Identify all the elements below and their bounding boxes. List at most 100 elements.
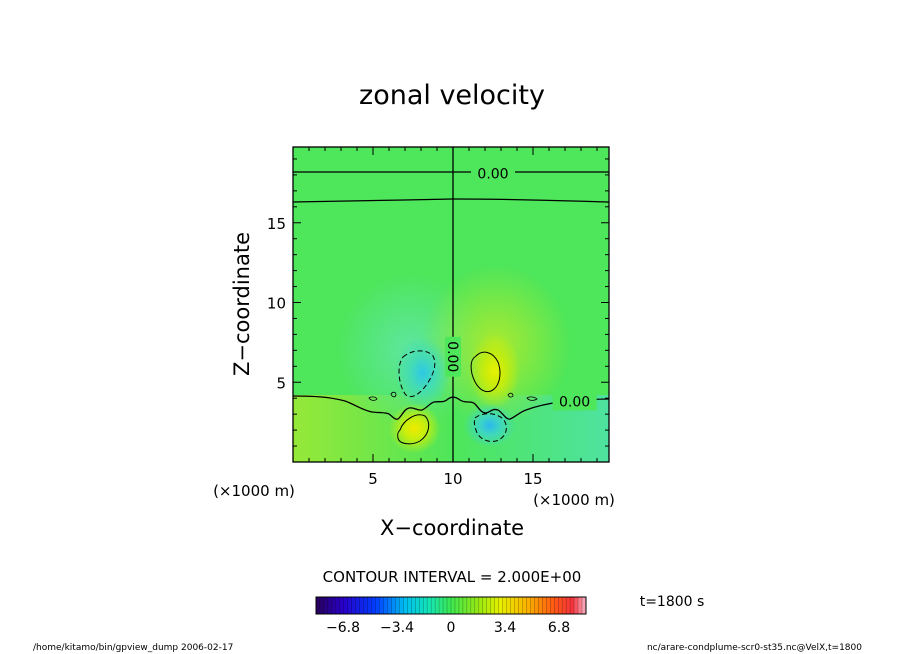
contour-small-right-1	[507, 392, 514, 398]
colorbar-cell	[566, 597, 571, 614]
y-tick-label: 15	[267, 215, 286, 233]
footer-left-text: /home/kitamo/bin/gpview_dump 2006-02-17	[33, 643, 233, 653]
x-tick-label: 10	[443, 470, 462, 488]
contour-small-right-2	[526, 396, 538, 401]
x-tick-label: 5	[368, 470, 378, 488]
colorbar-cell	[355, 597, 360, 614]
colorbar-cell	[387, 597, 392, 614]
colorbar-cell	[335, 597, 341, 614]
contour-interval-text: CONTOUR INTERVAL = 2.000E+00	[323, 568, 582, 586]
colorbar-cell	[451, 597, 456, 614]
colorbar-cell	[327, 597, 333, 614]
contour-label: 0.00	[559, 394, 590, 410]
colorbar-cell	[482, 597, 488, 614]
colorbar-cell	[518, 597, 523, 614]
colorbar-cell	[474, 597, 480, 614]
colorbar-cell	[379, 597, 384, 614]
colorbar-cell	[478, 597, 484, 614]
colorbar-cell	[323, 597, 329, 614]
colorbar-cell	[339, 597, 345, 614]
feature-blob-negative	[463, 403, 516, 448]
colorbar-tick-label: −6.8	[326, 620, 360, 636]
colorbar-cell	[502, 597, 507, 614]
colorbar-cell	[423, 597, 428, 614]
colorbar-frame	[315, 596, 587, 615]
contour-label-bg	[445, 336, 461, 377]
x-axis-title: X−coordinate	[380, 516, 524, 540]
colorbar-cell	[546, 597, 551, 614]
colorbar-cell	[526, 597, 531, 614]
colorbar-cell	[347, 597, 353, 614]
colorbar-cell	[351, 597, 357, 614]
colorbar-cell	[534, 597, 539, 614]
contour-label-bg	[471, 164, 515, 183]
y-tick-label: 10	[267, 295, 286, 313]
contour-pos-upper-right	[470, 351, 501, 393]
x-axis-unit: (×1000 m)	[533, 491, 615, 509]
contour-small-left-1	[368, 396, 378, 401]
plot-frame	[292, 146, 610, 463]
colorbar-cell	[375, 597, 380, 614]
feature-blob-positive	[468, 333, 521, 410]
colorbar-cell	[498, 597, 503, 614]
colorbar-cell	[458, 597, 464, 614]
colorbar-cell	[470, 597, 476, 614]
y-axis-unit: (×1000 m)	[213, 482, 295, 500]
colorbar-cell	[558, 597, 563, 614]
colorbar-cell	[419, 597, 424, 614]
tick-layer: 5 10 15 5 10 15	[267, 147, 609, 488]
plot-area: 0.00 0.00 0.00	[293, 147, 609, 462]
colorbar-cell	[494, 597, 499, 614]
colorbar-cell	[578, 597, 583, 614]
colorbar-cell	[462, 597, 468, 614]
colorbar-cell	[574, 597, 579, 614]
colorbar-cell	[395, 597, 400, 614]
colorbar-cell	[554, 597, 559, 614]
colorbar-cell	[562, 597, 567, 614]
colorbar-cell	[542, 597, 547, 614]
colorbar-cell	[415, 597, 420, 614]
contour-label-bg	[552, 392, 597, 411]
colorbar-cell	[403, 597, 408, 614]
colorbar-cell	[399, 597, 404, 614]
contour-neg-upper-left	[398, 350, 436, 398]
colorbar-cell	[391, 597, 396, 614]
contour-label-layer: 0.00 0.00 0.00	[444, 164, 597, 411]
colorbar-cell	[316, 597, 321, 614]
contour-label: 0.00	[477, 166, 508, 182]
colorbar-tick-label: −3.4	[380, 620, 414, 636]
colorbar-cell	[490, 597, 495, 614]
colorbar-cell	[319, 597, 325, 614]
colorbar-cell	[331, 597, 337, 614]
colorbar-cell	[538, 597, 543, 614]
contour-pos-lower-left	[397, 414, 430, 445]
colorbar-cell	[427, 597, 432, 614]
colorbar-cell	[371, 597, 376, 614]
feature-blob-positive	[388, 403, 441, 454]
colorbar-cell	[383, 597, 388, 614]
colorbar-cell	[570, 597, 575, 614]
colorbar-cell	[506, 597, 511, 614]
colorbar-cell	[431, 597, 436, 614]
x-tick-label: 15	[523, 470, 542, 488]
colorbar-cell	[343, 597, 349, 614]
footer-right-text: nc/arare-condplume-scr0-st35.nc@VelX,t=1…	[647, 643, 862, 653]
colorbar-cell	[411, 597, 416, 614]
colorbar-cell	[530, 597, 535, 614]
colorbar-cell	[466, 597, 472, 614]
contour-zero-mid	[293, 395, 609, 420]
colorbar-cell	[510, 597, 515, 614]
colorbar-cell	[522, 597, 527, 614]
colorbar-cell	[435, 597, 440, 614]
colorbar-cell	[550, 597, 555, 614]
colorbar-tick-label: 3.4	[494, 620, 516, 636]
colorbar-cell	[407, 597, 412, 614]
contour-small-left-2	[390, 391, 397, 398]
chart-title: zonal velocity	[359, 80, 545, 111]
colorbar-cell	[514, 597, 519, 614]
colorbar-cell	[486, 597, 492, 614]
colorbar-cell	[359, 597, 364, 614]
colorbar-cell	[582, 597, 587, 614]
colorbar-cell	[439, 597, 444, 614]
